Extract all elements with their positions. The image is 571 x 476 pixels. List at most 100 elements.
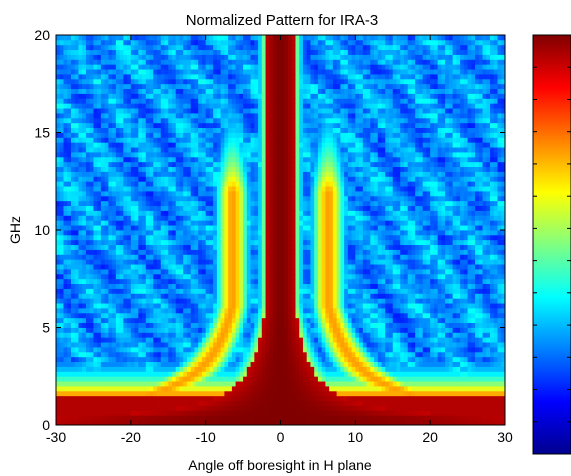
heatmap-cell <box>441 234 446 241</box>
heatmap-cell <box>56 308 61 314</box>
heatmap-cell <box>329 395 334 402</box>
heatmap-cell <box>82 293 87 299</box>
heatmap-cell <box>97 303 102 309</box>
heatmap-cell <box>160 386 165 392</box>
heatmap-cell <box>179 405 184 411</box>
heatmap-cell <box>164 332 169 338</box>
heatmap-cell <box>209 322 214 328</box>
heatmap-cell <box>213 254 218 260</box>
heatmap-cell <box>299 254 304 260</box>
heatmap-cell <box>497 244 502 250</box>
heatmap-cell <box>437 327 442 333</box>
heatmap-cell <box>216 298 222 304</box>
heatmap-cell <box>108 410 113 416</box>
heatmap-cell <box>471 386 476 392</box>
heatmap-cell <box>228 410 233 416</box>
heatmap-cell <box>115 420 121 426</box>
heatmap-cell <box>299 317 304 324</box>
heatmap-cell <box>153 249 158 255</box>
heatmap-cell <box>250 327 255 333</box>
heatmap-cell <box>336 337 341 343</box>
heatmap-cell <box>306 293 311 299</box>
heatmap-cell <box>108 239 113 246</box>
heatmap-cell <box>306 376 311 382</box>
heatmap-cell <box>149 361 154 367</box>
heatmap-cell <box>329 390 334 397</box>
heatmap-cell <box>254 420 259 426</box>
heatmap-cell <box>411 239 416 246</box>
heatmap-cell <box>205 371 210 377</box>
heatmap-cell <box>490 239 495 246</box>
heatmap-cell <box>374 415 379 421</box>
heatmap-cell <box>497 400 502 406</box>
heatmap-cell <box>351 269 356 275</box>
heatmap-cell <box>194 278 199 285</box>
heatmap-cell <box>497 332 502 338</box>
heatmap-cell <box>160 381 165 387</box>
heatmap-cell <box>284 337 289 343</box>
heatmap-cell <box>482 361 487 367</box>
heatmap-cell <box>56 347 61 353</box>
heatmap-cell <box>433 298 439 304</box>
heatmap-cell <box>209 390 214 397</box>
heatmap-cell <box>329 288 334 294</box>
heatmap-cell <box>377 239 382 246</box>
heatmap-cell <box>70 347 76 353</box>
heatmap-cell <box>422 366 427 372</box>
heatmap-cell <box>231 254 236 260</box>
heatmap-cell <box>355 420 360 426</box>
heatmap-cell <box>437 400 442 406</box>
heatmap-cell <box>216 225 222 231</box>
heatmap-cell <box>119 293 124 299</box>
heatmap-cell <box>63 264 68 270</box>
heatmap-cell <box>261 381 266 387</box>
heatmap-cell <box>332 239 338 246</box>
heatmap-cell <box>284 361 289 367</box>
heatmap-cell <box>115 332 121 338</box>
heatmap-cell <box>108 234 113 241</box>
heatmap-cell <box>216 303 222 309</box>
heatmap-cell <box>56 332 61 338</box>
heatmap-cell <box>306 283 311 289</box>
heatmap-cell <box>392 420 397 426</box>
heatmap-cell <box>381 264 386 270</box>
heatmap-cell <box>411 303 416 309</box>
heatmap-cell <box>471 342 476 348</box>
heatmap-cell <box>254 249 259 255</box>
heatmap-cell <box>314 298 319 304</box>
heatmap-cell <box>250 381 255 387</box>
heatmap-cell <box>374 312 379 319</box>
heatmap-cell <box>317 327 323 333</box>
heatmap-cell <box>231 225 236 231</box>
heatmap-cell <box>160 327 165 333</box>
heatmap-cell <box>433 415 439 421</box>
heatmap-cell <box>306 361 311 367</box>
heatmap-cell <box>243 298 248 304</box>
heatmap-cell <box>400 273 405 280</box>
heatmap-cell <box>359 405 364 411</box>
heatmap-cell <box>273 361 278 367</box>
heatmap-cell <box>377 293 382 299</box>
heatmap-cell <box>471 381 476 387</box>
heatmap-cell <box>239 400 244 406</box>
heatmap-cell <box>97 356 102 363</box>
heatmap-cell <box>254 351 259 358</box>
heatmap-cell <box>295 308 300 314</box>
heatmap-cell <box>201 410 207 416</box>
heatmap-cell <box>243 337 248 343</box>
heatmap-cell <box>160 312 165 319</box>
heatmap-cell <box>273 225 278 231</box>
heatmap-cell <box>355 390 360 397</box>
heatmap-cell <box>310 405 315 411</box>
heatmap-cell <box>149 386 154 392</box>
heatmap-cell <box>332 371 338 377</box>
heatmap-cell <box>104 381 109 387</box>
heatmap-cell <box>325 220 330 226</box>
heatmap-cell <box>452 351 457 358</box>
heatmap-cell <box>186 386 192 392</box>
heatmap-cell <box>220 288 225 294</box>
heatmap-cell <box>310 244 315 250</box>
heatmap-cell <box>418 288 424 294</box>
heatmap-cell <box>407 312 412 319</box>
heatmap-cell <box>85 254 91 260</box>
